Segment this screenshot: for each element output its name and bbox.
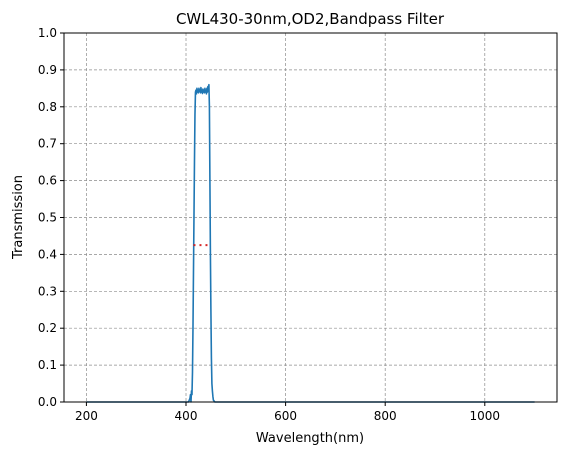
y-tick-label: 1.0 bbox=[38, 26, 57, 40]
y-tick-label: 0.4 bbox=[38, 247, 57, 261]
y-tick-label: 0.0 bbox=[38, 395, 57, 409]
x-tick-label: 600 bbox=[274, 409, 297, 423]
y-tick-label: 0.7 bbox=[38, 137, 57, 151]
y-tick-label: 0.5 bbox=[38, 211, 57, 225]
x-tick-label: 800 bbox=[374, 409, 397, 423]
y-tick-label: 0.9 bbox=[38, 63, 57, 77]
grid bbox=[64, 32, 557, 403]
y-axis: 0.0 0.1 0.2 0.3 0.4 0.5 0.6 0.7 0.8 0.9 1.0 bbox=[38, 26, 64, 409]
chart-title: CWL430-30nm,OD2,Bandpass Filter bbox=[176, 10, 445, 28]
x-tick-label: 400 bbox=[175, 409, 198, 423]
y-axis-label: Transmission bbox=[11, 175, 26, 260]
x-tick-label: 200 bbox=[75, 409, 98, 423]
x-axis: 200 400 600 800 1000 bbox=[75, 402, 500, 423]
y-tick-label: 0.8 bbox=[38, 100, 57, 114]
y-tick-label: 0.1 bbox=[38, 358, 57, 372]
x-tick-label: 1000 bbox=[470, 409, 501, 423]
x-axis-label: Wavelength(nm) bbox=[256, 431, 364, 446]
y-tick-label: 0.2 bbox=[38, 321, 57, 335]
transmission-series-line bbox=[86, 83, 535, 403]
y-tick-label: 0.3 bbox=[38, 284, 57, 298]
y-tick-label: 0.6 bbox=[38, 174, 57, 188]
data-series bbox=[86, 83, 535, 403]
